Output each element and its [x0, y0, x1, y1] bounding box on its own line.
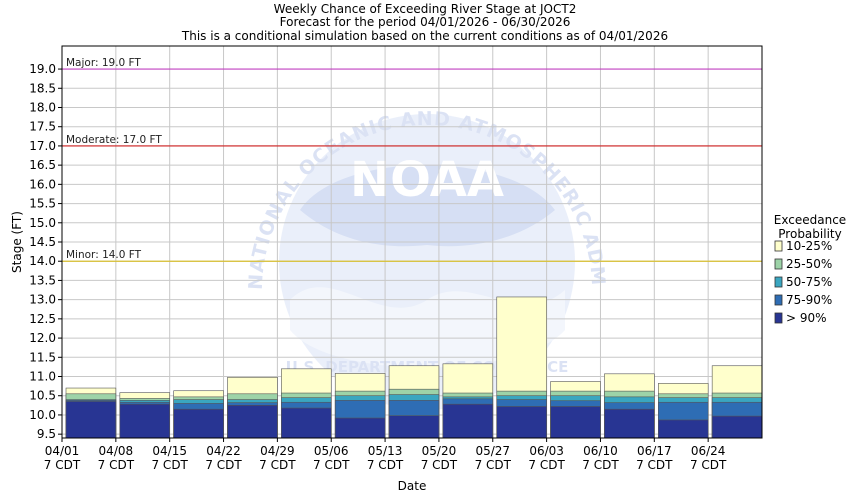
- x-tick-label: 04/01: [45, 444, 80, 458]
- y-tick-label: 12.5: [29, 312, 56, 326]
- x-tick-sublabel: 7 CDT: [205, 458, 242, 472]
- y-tick-label: 12.0: [29, 331, 56, 345]
- x-tick-sublabel: 7 CDT: [313, 458, 350, 472]
- x-tick-label: 04/08: [99, 444, 134, 458]
- bar-segment-90: [388, 415, 440, 439]
- x-tick-sublabel: 7 CDT: [582, 458, 619, 472]
- bar-segment-90: [334, 417, 386, 439]
- threshold-label: Major: 19.0 FT: [66, 57, 141, 69]
- x-tick-label: 06/10: [583, 444, 618, 458]
- chart-title: Weekly Chance of Exceeding River Stage a…: [274, 2, 577, 16]
- y-tick-label: 10.5: [29, 389, 56, 403]
- y-tick-label: 17.5: [29, 120, 56, 134]
- thresholds: Major: 19.0 FT Moderate: 17.0 FT Minor: 14…: [62, 57, 762, 262]
- bar-segment-90: [550, 406, 601, 439]
- x-tick-label: 04/15: [152, 444, 187, 458]
- y-tick-label: 14.0: [29, 254, 56, 268]
- y-tick-label: 14.5: [29, 235, 56, 249]
- x-tick-label: 06/03: [529, 444, 564, 458]
- y-tick-label: 16.0: [29, 177, 56, 191]
- bar-segment-90: [173, 408, 224, 439]
- bar-segment-90: [119, 403, 170, 439]
- y-tick-label: 18.5: [29, 81, 56, 95]
- x-tick-sublabel: 7 CDT: [690, 458, 727, 472]
- x-tick-sublabel: 7 CDT: [421, 458, 458, 472]
- x-tick-label: 04/22: [206, 444, 241, 458]
- x-tick-sublabel: 7 CDT: [151, 458, 188, 472]
- y-tick-label: 13.0: [29, 293, 56, 307]
- legend-title-line1: Exceedance: [774, 213, 846, 227]
- y-tick-label: 19.0: [29, 62, 56, 76]
- x-tick-label: 05/13: [368, 444, 403, 458]
- legend-items: 10-25% 25-50% 50-75% 75-90% > 90%: [774, 239, 832, 325]
- y-tick-label: 16.5: [29, 158, 56, 172]
- legend-swatch: [774, 312, 783, 324]
- x-tick-sublabel: 7 CDT: [98, 458, 135, 472]
- y-tick-label: 10.0: [29, 408, 56, 422]
- x-tick-label: 06/17: [637, 444, 672, 458]
- x-tick-sublabel: 7 CDT: [528, 458, 565, 472]
- threshold-label: Minor: 14.0 FT: [66, 249, 142, 261]
- x-tick-sublabel: 7 CDT: [259, 458, 296, 472]
- legend: Exceedance Probability 10-25% 25-50% 50-75…: [774, 213, 846, 325]
- y-tick-label: 13.5: [29, 273, 56, 287]
- x-tick-sublabel: 7 CDT: [367, 458, 404, 472]
- threshold-label: Moderate: 17.0 FT: [66, 134, 162, 146]
- x-tick-label: 06/24: [691, 444, 726, 458]
- y-tick-label: 17.0: [29, 139, 56, 153]
- legend-title-line2: Probability: [778, 227, 841, 241]
- legend-swatch: [774, 294, 783, 306]
- bar-segment-90: [442, 403, 494, 439]
- legend-label: 25-50%: [786, 257, 832, 271]
- legend-label: 75-90%: [786, 293, 832, 307]
- bar-segment-90: [496, 406, 547, 439]
- y-tick-label: 9.5: [37, 427, 56, 441]
- bar-segment-90: [604, 408, 655, 439]
- x-axis-label: Date: [398, 479, 427, 493]
- legend-label: 10-25%: [786, 239, 832, 253]
- watermark-center-text: NOAA: [350, 152, 504, 208]
- chart-subtitle-conditions: This is a conditional simulation based o…: [181, 29, 668, 43]
- x-tick-sublabel: 7 CDT: [636, 458, 673, 472]
- y-tick-label: 11.5: [29, 350, 56, 364]
- x-tick-label: 05/20: [422, 444, 457, 458]
- y-tick-label: 15.0: [29, 216, 56, 230]
- legend-swatch: [774, 258, 783, 270]
- y-axis-label: Stage (FT): [10, 211, 24, 273]
- y-tick-label: 11.0: [29, 370, 56, 384]
- legend-label: > 90%: [786, 311, 827, 325]
- legend-swatch: [774, 240, 783, 252]
- bar-segment-90: [711, 415, 763, 439]
- bar-segment-90: [281, 407, 332, 439]
- bar-segment-90: [227, 405, 278, 439]
- legend-swatch: [774, 276, 783, 288]
- y-tick-label: 15.5: [29, 197, 56, 211]
- y-tick-label: 18.0: [29, 100, 56, 114]
- bar-segment-90: [65, 401, 117, 439]
- x-tick-sublabel: 7 CDT: [475, 458, 512, 472]
- x-tick-label: 05/27: [475, 444, 510, 458]
- x-tick-sublabel: 7 CDT: [44, 458, 81, 472]
- legend-label: 50-75%: [786, 275, 832, 289]
- bar-segment-90: [658, 419, 709, 439]
- chart-subtitle-period: Forecast for the period 04/01/2026 - 06/…: [280, 15, 571, 29]
- x-tick-label: 05/06: [314, 444, 349, 458]
- x-tick-label: 04/29: [260, 444, 295, 458]
- y-axis: 9.5 10.0 10.5 11.0 11.5 12.0 12.5 13.0 13.5 14.0 1…: [29, 62, 62, 441]
